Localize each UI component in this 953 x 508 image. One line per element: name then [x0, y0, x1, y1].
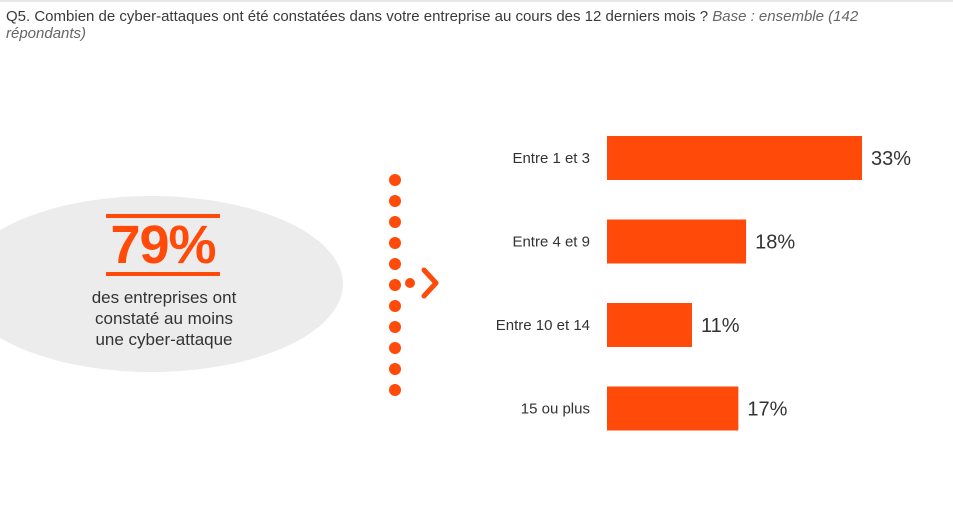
value-label: 33%	[871, 148, 911, 170]
connector-dot	[389, 216, 401, 228]
bar-chart: Entre 1 et 3 33% Entre 4 et 9 18% Entre 10 e…	[496, 136, 911, 431]
category-label: 15 ou plus	[521, 401, 590, 418]
highlight-ellipse	[0, 196, 343, 372]
connector-dot	[389, 258, 401, 270]
highlight-caption: des entreprises ont constaté au moins un…	[64, 287, 264, 350]
connector-dots	[389, 174, 415, 396]
bar	[607, 136, 862, 180]
category-label: Entre 10 et 14	[496, 317, 590, 334]
value-label: 17%	[747, 399, 787, 421]
connector-dot	[389, 342, 401, 354]
value-label: 18%	[755, 232, 795, 254]
top-divider	[0, 0, 953, 2]
connector-dot	[389, 237, 401, 249]
question-label: Q5. Combien de cyber-attaques ont été co…	[6, 8, 713, 25]
question-text: Q5. Combien de cyber-attaques ont été co…	[6, 8, 941, 42]
bar	[607, 219, 747, 264]
bars-group: Entre 1 et 3 33% Entre 4 et 9 18% Entre 10 e…	[496, 136, 911, 431]
category-label: Entre 4 et 9	[512, 234, 590, 251]
connector-dot	[389, 363, 401, 375]
connector-dot	[389, 279, 401, 291]
category-label: Entre 1 et 3	[512, 150, 590, 167]
dotted-connector	[389, 174, 439, 396]
connector-dot	[389, 384, 401, 396]
bar	[607, 303, 692, 347]
bar	[607, 386, 739, 431]
connector-dot	[389, 174, 401, 186]
connector-dot	[389, 300, 401, 312]
value-label: 11%	[701, 315, 740, 337]
highlight-caption-line3: une cyber-attaque	[95, 330, 233, 349]
connector-dot	[405, 278, 415, 288]
question-base: Base : ensemble (142 répondants)	[6, 8, 859, 42]
highlight-caption-line2: constaté au moins	[95, 309, 233, 328]
highlight-caption-line1: des entreprises ont	[91, 288, 237, 307]
highlight-value: 79%	[106, 214, 220, 276]
connector-dot	[389, 195, 401, 207]
arrow-chevron-icon	[421, 267, 439, 299]
connector-dot	[389, 321, 401, 333]
